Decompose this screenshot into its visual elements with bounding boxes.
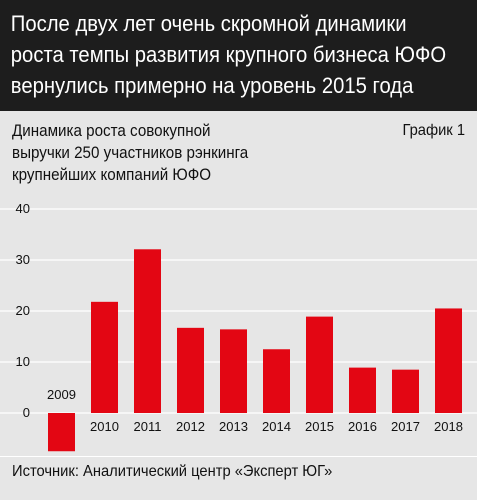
chart-number-badge: График 1 xyxy=(402,122,465,139)
bar-2009 xyxy=(48,413,75,452)
x-tick-label: 2009 xyxy=(47,387,76,402)
bar-2017 xyxy=(392,369,419,413)
bar-2014 xyxy=(263,349,290,413)
bar-2015 xyxy=(306,316,333,413)
x-tick-label: 2012 xyxy=(176,419,205,434)
x-tick-label: 2011 xyxy=(134,419,162,434)
y-tick-label: 20 xyxy=(16,303,30,318)
x-tick-label: 2018 xyxy=(434,419,463,434)
x-tick-label: 2010 xyxy=(90,419,119,434)
bar-2016 xyxy=(349,367,376,413)
y-tick-label: 0 xyxy=(23,405,30,420)
chart-title-line-2: выручки 250 участников рэнкинга xyxy=(12,144,249,162)
y-tick-label: 10 xyxy=(16,354,30,369)
footer-divider xyxy=(0,456,477,457)
headline-banner: После двух лет очень скромной динамики р… xyxy=(0,0,477,111)
y-axis-ticks: 0 10 20 30 40 xyxy=(16,201,30,420)
x-tick-label: 2015 xyxy=(305,419,334,434)
x-tick-label: 2013 xyxy=(219,419,248,434)
headline-line-3: вернулись примерно на уровень 2015 года xyxy=(10,73,414,98)
x-tick-label: 2017 xyxy=(391,419,420,434)
chart-title-line-1: Динамика роста совокупной xyxy=(12,122,211,140)
headline-line-1: После двух лет очень скромной динамики xyxy=(10,11,407,36)
bars xyxy=(48,249,462,452)
x-axis-ticks: 2009 2010 2011 2012 2013 2014 2015 2016 2017 2018 xyxy=(47,387,463,434)
bar-2013 xyxy=(220,329,247,413)
bar-2010 xyxy=(91,301,118,413)
source-note: Источник: Аналитический центр «Эксперт Ю… xyxy=(12,463,333,480)
bar-2012 xyxy=(177,327,204,413)
x-tick-label: 2016 xyxy=(348,419,377,434)
chart-title: Динамика роста совокупной выручки 250 уч… xyxy=(12,120,343,186)
bar-2018 xyxy=(435,308,462,413)
y-tick-label: 30 xyxy=(16,252,30,267)
bar-2011 xyxy=(134,249,161,413)
chart-title-line-3: крупнейших компаний ЮФО xyxy=(12,166,212,184)
y-tick-label: 40 xyxy=(16,201,30,216)
headline-line-2: роста темпы развития крупного бизнеса ЮФ… xyxy=(10,42,447,67)
x-tick-label: 2014 xyxy=(262,419,291,434)
